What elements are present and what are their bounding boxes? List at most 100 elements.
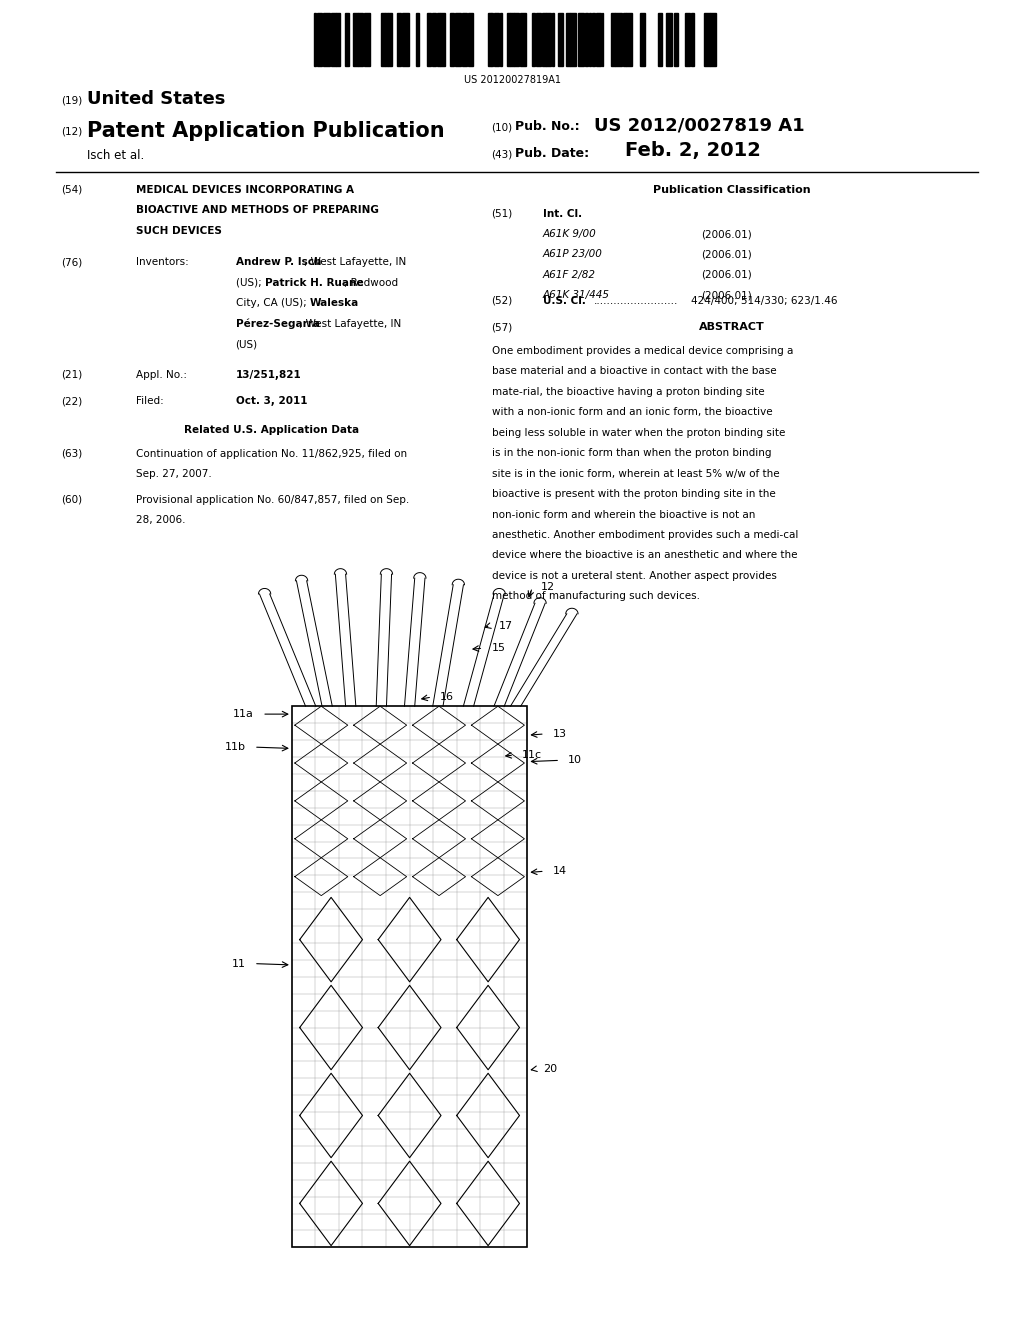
Text: A61P 23/00: A61P 23/00 xyxy=(543,249,602,260)
Text: site is in the ionic form, wherein at least 5% w/w of the: site is in the ionic form, wherein at le… xyxy=(492,469,779,479)
Text: Patent Application Publication: Patent Application Publication xyxy=(87,121,444,141)
Text: 11b: 11b xyxy=(224,742,246,752)
Bar xyxy=(500,13,502,66)
Text: is in the non-ionic form than when the proton binding: is in the non-ionic form than when the p… xyxy=(492,449,771,458)
Text: (57): (57) xyxy=(492,322,513,333)
Text: 11c: 11c xyxy=(522,750,543,760)
Text: device is not a ureteral stent. Another aspect provides: device is not a ureteral stent. Another … xyxy=(492,570,776,581)
Text: being less soluble in water when the proton binding site: being less soluble in water when the pro… xyxy=(492,428,784,438)
Text: 28, 2006.: 28, 2006. xyxy=(136,516,185,525)
Bar xyxy=(468,13,473,66)
Bar xyxy=(542,13,546,66)
Text: A61K 31/445: A61K 31/445 xyxy=(543,290,609,301)
Bar xyxy=(520,13,526,66)
Text: , Redwood: , Redwood xyxy=(344,279,397,288)
Text: (2006.01): (2006.01) xyxy=(701,249,753,260)
Text: Filed:: Filed: xyxy=(136,396,164,407)
Text: (51): (51) xyxy=(492,209,513,219)
Bar xyxy=(705,13,710,66)
Text: Pérez-Segarra: Pérez-Segarra xyxy=(236,319,319,329)
Text: Pub. Date:: Pub. Date: xyxy=(515,147,589,160)
Bar xyxy=(437,13,439,66)
Text: 10: 10 xyxy=(568,755,583,766)
Text: 424/400; 514/330; 623/1.46: 424/400; 514/330; 623/1.46 xyxy=(691,296,838,306)
Text: non-ionic form and wherein the bioactive is not an: non-ionic form and wherein the bioactive… xyxy=(492,510,755,520)
Bar xyxy=(596,13,601,66)
Text: (22): (22) xyxy=(61,396,83,407)
Bar xyxy=(488,13,490,66)
Bar xyxy=(691,13,694,66)
Bar xyxy=(432,13,436,66)
Bar xyxy=(666,13,673,66)
Text: MEDICAL DEVICES INCORPORATING A: MEDICAL DEVICES INCORPORATING A xyxy=(136,185,354,195)
Bar xyxy=(332,13,336,66)
Bar xyxy=(570,13,577,66)
Text: 12: 12 xyxy=(541,582,555,593)
Bar xyxy=(546,13,551,66)
Text: Provisional application No. 60/847,857, filed on Sep.: Provisional application No. 60/847,857, … xyxy=(136,495,410,506)
Text: Oct. 3, 2011: Oct. 3, 2011 xyxy=(236,396,307,407)
Bar xyxy=(337,13,340,66)
Bar xyxy=(455,13,461,66)
Bar xyxy=(510,13,514,66)
Bar xyxy=(402,13,409,66)
Bar xyxy=(536,13,541,66)
Text: US 2012/0027819 A1: US 2012/0027819 A1 xyxy=(594,116,805,135)
Text: (19): (19) xyxy=(61,95,83,106)
Text: Patrick H. Ruane: Patrick H. Ruane xyxy=(265,279,364,288)
Text: Publication Classification: Publication Classification xyxy=(653,185,811,195)
Bar xyxy=(658,13,663,66)
Text: Feb. 2, 2012: Feb. 2, 2012 xyxy=(625,141,761,160)
Bar xyxy=(494,13,499,66)
Text: Waleska: Waleska xyxy=(309,298,358,309)
Text: US 20120027819A1: US 20120027819A1 xyxy=(464,75,560,86)
Bar xyxy=(711,13,716,66)
Text: bioactive is present with the proton binding site in the: bioactive is present with the proton bin… xyxy=(492,490,775,499)
Text: , West Lafayette, IN: , West Lafayette, IN xyxy=(299,319,401,329)
Bar xyxy=(416,13,419,66)
Text: 16: 16 xyxy=(440,692,455,702)
Bar xyxy=(462,13,467,66)
Text: (2006.01): (2006.01) xyxy=(701,271,753,280)
Text: Sep. 27, 2007.: Sep. 27, 2007. xyxy=(136,470,212,479)
Bar xyxy=(345,13,349,66)
Text: Appl. No.:: Appl. No.: xyxy=(136,370,187,380)
Bar xyxy=(566,13,569,66)
Bar xyxy=(385,13,387,66)
Text: 13/251,821: 13/251,821 xyxy=(236,370,301,380)
Text: 11a: 11a xyxy=(233,709,254,719)
Bar xyxy=(602,13,603,66)
Bar xyxy=(358,13,364,66)
Bar xyxy=(627,13,632,66)
Text: Isch et al.: Isch et al. xyxy=(87,149,144,162)
Text: (43): (43) xyxy=(492,149,513,160)
Bar xyxy=(388,13,392,66)
Bar xyxy=(531,13,535,66)
Text: Int. Cl.: Int. Cl. xyxy=(543,209,582,219)
Bar xyxy=(640,13,645,66)
Text: SUCH DEVICES: SUCH DEVICES xyxy=(136,226,222,236)
Bar xyxy=(623,13,626,66)
Text: Related U.S. Application Data: Related U.S. Application Data xyxy=(183,425,359,436)
Bar xyxy=(365,13,370,66)
Text: 11: 11 xyxy=(231,958,246,969)
Text: City, CA (US);: City, CA (US); xyxy=(236,298,309,309)
Text: (10): (10) xyxy=(492,123,513,133)
Bar xyxy=(353,13,357,66)
Bar xyxy=(558,13,563,66)
Bar xyxy=(450,13,454,66)
Text: One embodiment provides a medical device comprising a: One embodiment provides a medical device… xyxy=(492,346,793,356)
Bar xyxy=(592,13,595,66)
Text: , West Lafayette, IN: , West Lafayette, IN xyxy=(304,257,407,268)
Text: (21): (21) xyxy=(61,370,83,380)
Text: Continuation of application No. 11/862,925, filed on: Continuation of application No. 11/862,9… xyxy=(136,449,408,459)
Text: device where the bioactive is an anesthetic and where the: device where the bioactive is an anesthe… xyxy=(492,550,797,561)
Text: A61K 9/00: A61K 9/00 xyxy=(543,230,596,239)
Text: 20: 20 xyxy=(543,1064,557,1074)
Text: (2006.01): (2006.01) xyxy=(701,290,753,301)
Text: mate-rial, the bioactive having a proton binding site: mate-rial, the bioactive having a proton… xyxy=(492,387,764,397)
Text: with a non-ionic form and an ionic form, the bioactive: with a non-ionic form and an ionic form,… xyxy=(492,407,772,417)
Text: (US): (US) xyxy=(236,339,258,350)
Text: Andrew P. Isch: Andrew P. Isch xyxy=(236,257,321,268)
Bar xyxy=(615,13,622,66)
